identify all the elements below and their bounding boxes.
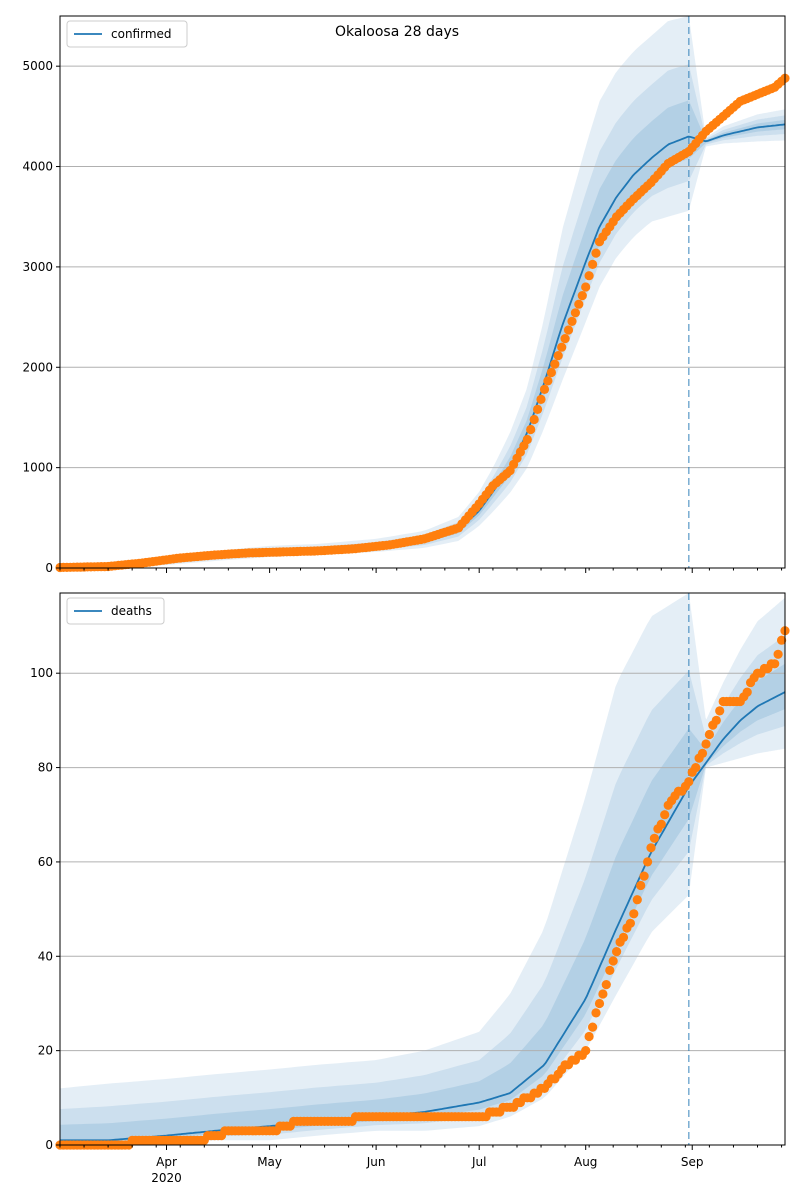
observed-point	[581, 1046, 591, 1056]
observed-point	[636, 880, 646, 891]
x-tick-label: Jul	[471, 1155, 486, 1169]
observed-point	[646, 843, 656, 853]
confirmed-chart-panel: 0 1000 2000 3000 4000 5000 confirmed Okaloosa…	[22, 15, 790, 575]
observed-point	[560, 334, 570, 344]
uncertainty-band	[60, 64, 689, 568]
observed-point	[588, 1022, 598, 1032]
y-tick-label: 3000	[22, 260, 53, 274]
uncertainty-band	[689, 635, 785, 851]
confirmed-legend: confirmed	[66, 20, 188, 48]
observed-point	[543, 376, 553, 386]
y-tick-label: 2000	[22, 360, 53, 374]
legend-label-confirmed: confirmed	[111, 27, 172, 41]
legend-box	[66, 597, 165, 625]
observed-point	[632, 895, 642, 905]
observed-point	[618, 932, 629, 943]
observed-point	[660, 810, 670, 820]
observed-point	[581, 282, 591, 292]
legend-label-deaths: deaths	[111, 604, 152, 618]
observed-point	[598, 989, 608, 999]
y-tick-label: 20	[38, 1044, 53, 1058]
y-tick-label: 60	[38, 855, 53, 869]
uncertainty-band	[689, 64, 785, 181]
observed-point	[701, 739, 711, 749]
observed-point	[649, 833, 660, 843]
observed-point	[601, 980, 611, 990]
x-tick-label: Apr	[156, 1155, 177, 1169]
observed-point	[591, 248, 601, 258]
observed-point	[629, 909, 639, 919]
confirmed-axes-frame	[59, 15, 786, 569]
figure-title: Okaloosa 28 days	[335, 24, 459, 40]
y-tick-label: 40	[38, 949, 53, 963]
observed-point	[643, 857, 653, 867]
y-tick-label: 5000	[22, 59, 53, 73]
observed-point	[539, 384, 550, 394]
observed-point	[588, 259, 598, 269]
observed-point	[711, 715, 721, 726]
confirmed-y-axis: 0 1000 2000 3000 4000 5000	[22, 59, 60, 575]
observed-point	[536, 394, 546, 404]
observed-point	[591, 1008, 601, 1018]
observed-point	[557, 342, 567, 352]
y-tick-label: 80	[38, 761, 53, 775]
y-tick-label: 100	[30, 666, 53, 680]
deaths-legend: deaths	[66, 597, 165, 625]
observed-point	[550, 359, 560, 369]
observed-point	[639, 871, 649, 881]
observed-point	[584, 1031, 594, 1042]
observed-point	[584, 271, 594, 281]
observed-point	[563, 325, 574, 335]
observed-point	[533, 404, 543, 414]
uncertainty-band	[689, 663, 785, 819]
observed-point	[691, 763, 701, 773]
uncertainty-band	[60, 593, 689, 1145]
observed-point	[715, 706, 725, 716]
observed-point	[553, 351, 563, 361]
observed-point	[577, 291, 587, 301]
observed-point	[594, 998, 605, 1009]
observed-point	[770, 659, 780, 669]
observed-point	[529, 414, 539, 425]
observed-point	[605, 965, 615, 976]
x-tick-label: Jun	[366, 1155, 386, 1169]
observed-point	[546, 367, 557, 378]
uncertainty-band	[60, 670, 689, 1144]
deaths-y-axis: 0 20 40 60 80 100	[30, 666, 60, 1152]
observed-point	[574, 299, 584, 309]
uncertainty-band	[689, 17, 785, 211]
observed-point	[742, 687, 752, 697]
y-tick-label: 1000	[22, 461, 53, 475]
confirmed-observed-points	[55, 73, 790, 573]
y-tick-label: 0	[45, 561, 53, 575]
observed-point	[522, 434, 532, 445]
observed-point	[625, 918, 636, 928]
observed-point	[777, 635, 787, 645]
x-tick-label: Sep	[681, 1155, 704, 1169]
observed-point	[656, 819, 666, 829]
x-tick-label: May	[257, 1155, 282, 1169]
legend-box	[66, 20, 188, 48]
observed-point	[570, 308, 581, 318]
x-tick-sublabel: 2020	[151, 1171, 182, 1185]
observed-point	[612, 947, 622, 957]
uncertainty-band	[60, 100, 689, 568]
deaths-model-line	[60, 691, 786, 1142]
deaths-x-axis: Apr 2020 May Jun Jul Aug Sep	[59, 1145, 783, 1185]
observed-point	[526, 424, 536, 435]
deaths-axes-frame	[59, 592, 786, 1146]
y-tick-label: 0	[45, 1138, 53, 1152]
uncertainty-band	[689, 100, 785, 159]
observed-point	[567, 316, 577, 326]
observed-point	[697, 748, 708, 759]
observed-point	[704, 729, 715, 740]
deaths-chart-panel: 0 20 40 60 80 100 Apr 2020 May Jun Jul Aug Sep deat…	[30, 592, 790, 1185]
observed-point	[608, 956, 618, 966]
observed-point	[773, 649, 783, 659]
confirmed-x-axis	[59, 568, 783, 573]
x-tick-label: Aug	[574, 1155, 597, 1169]
y-tick-label: 4000	[22, 160, 53, 174]
observed-point	[684, 777, 694, 787]
